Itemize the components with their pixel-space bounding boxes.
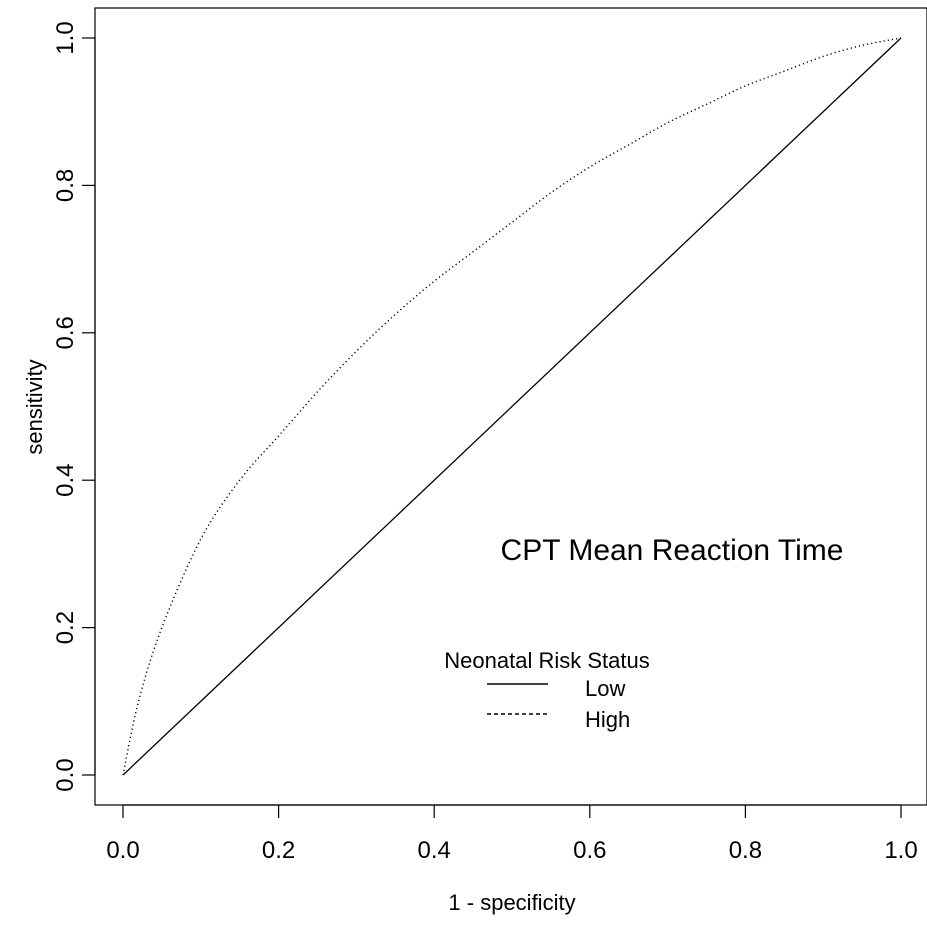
x-tick-label: 0.8 bbox=[729, 837, 762, 864]
y-tick-label: 0.8 bbox=[52, 169, 79, 202]
chart-annotation: CPT Mean Reaction Time bbox=[501, 534, 844, 567]
series-layer bbox=[122, 37, 902, 776]
legend-title: Neonatal Risk Status bbox=[444, 648, 649, 673]
series-line-high bbox=[122, 37, 902, 776]
series-line-low bbox=[122, 37, 902, 776]
legend: Neonatal Risk Status Low High bbox=[444, 648, 649, 732]
x-tick-label: 0.6 bbox=[573, 837, 606, 864]
x-tick-label: 0.4 bbox=[418, 837, 451, 864]
y-axis: 0.0 0.2 0.4 0.6 0.8 1.0 bbox=[52, 21, 96, 792]
y-tick-label: 0.2 bbox=[52, 611, 79, 644]
y-tick-label: 0.0 bbox=[52, 758, 79, 791]
y-tick-label: 0.6 bbox=[52, 316, 79, 349]
x-tick-label: 0.2 bbox=[262, 837, 295, 864]
x-axis: 0.0 0.2 0.4 0.6 0.8 1.0 bbox=[106, 804, 918, 864]
x-tick-label: 0.0 bbox=[106, 837, 139, 864]
legend-label-low: Low bbox=[585, 676, 625, 701]
x-axis-title: 1 - specificity bbox=[448, 890, 575, 915]
y-tick-label: 0.4 bbox=[52, 464, 79, 497]
x-tick-label: 1.0 bbox=[884, 837, 917, 864]
plot-frame bbox=[94, 7, 927, 806]
y-axis-title: sensitivity bbox=[22, 359, 47, 454]
y-tick-label: 1.0 bbox=[52, 21, 79, 54]
legend-label-high: High bbox=[585, 707, 630, 732]
